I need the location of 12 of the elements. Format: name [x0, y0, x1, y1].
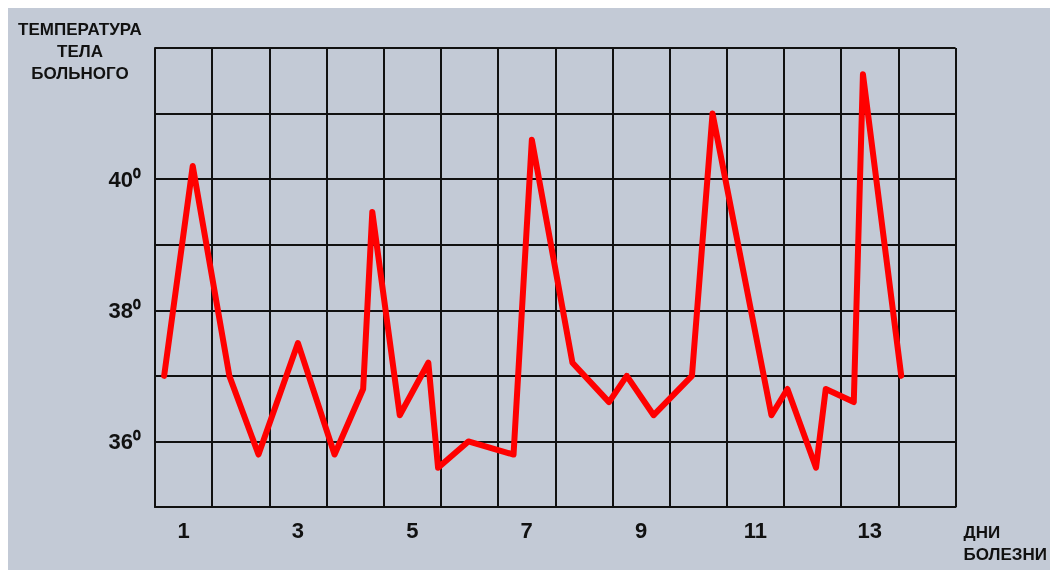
- x-axis-title: ДНИ БОЛЕЗНИ: [963, 522, 1048, 564]
- y-tick-label: 38⁰: [108, 297, 141, 323]
- y-tick-label: 40⁰: [108, 166, 141, 192]
- x-tick-label: 7: [520, 517, 533, 543]
- x-tick-label: 1: [177, 517, 190, 543]
- x-tick-label: 9: [634, 517, 648, 543]
- y-axis-title: ТЕМПЕРАТУРА ТЕЛА БОЛЬНОГО: [18, 19, 142, 83]
- x-tick-label: 5: [406, 517, 419, 543]
- x-tick-label: 13: [857, 517, 883, 543]
- x-tick-label: 3: [291, 517, 305, 543]
- x-tick-label: 11: [743, 517, 768, 543]
- y-tick-label: 36⁰: [108, 428, 141, 454]
